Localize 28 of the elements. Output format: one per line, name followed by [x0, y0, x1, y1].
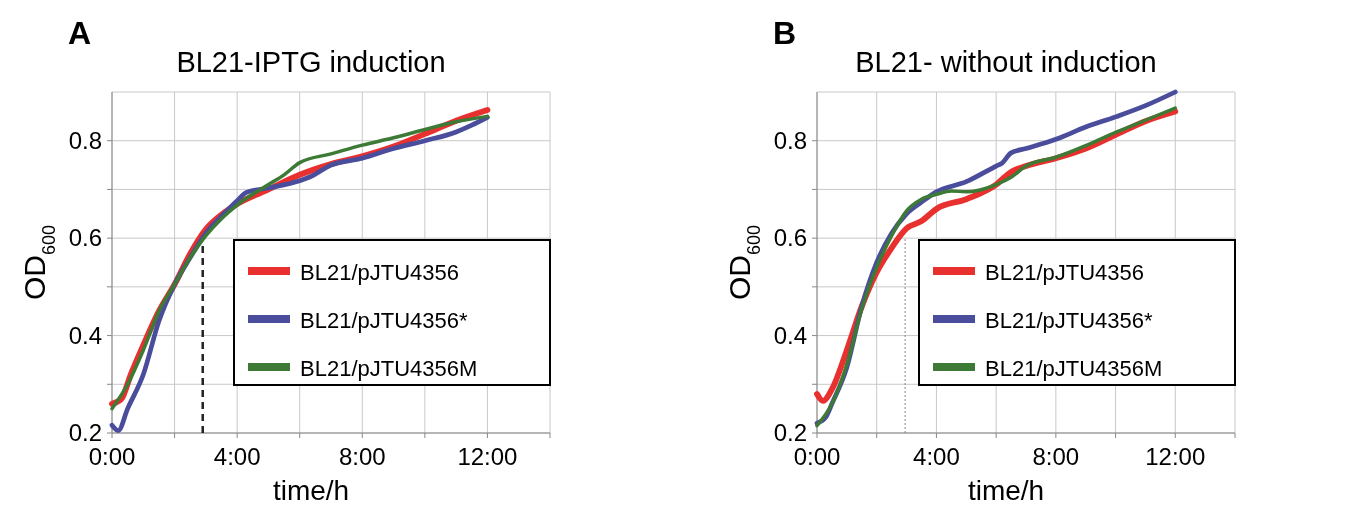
x-axis-title: time/h	[967, 475, 1045, 506]
y-tick-label: 0.4	[68, 321, 102, 349]
x-tick-label: 0:00	[793, 443, 841, 470]
x-tick-label: 4:00	[213, 443, 261, 470]
chart-title: BL21-IPTG induction	[176, 46, 446, 78]
x-tick-label: 8:00	[1032, 443, 1080, 470]
x-tick-label: 12:00	[457, 443, 518, 470]
legend-label: BL21/pJTU4356M	[300, 356, 478, 381]
legend-label: BL21/pJTU4356*	[985, 308, 1153, 333]
y-tick-label: 0.2	[68, 419, 102, 446]
legend-label: BL21/pJTU4356	[300, 260, 459, 285]
y-tick-label: 0.8	[773, 126, 807, 154]
y-tick-label: 0.6	[773, 224, 807, 252]
x-axis-title: time/h	[272, 475, 350, 506]
x-tick-label: 4:00	[913, 443, 960, 470]
chart-title: BL21- without induction	[855, 46, 1157, 78]
x-tick-label: 0:00	[88, 443, 136, 470]
legend-label: BL21/pJTU4356	[985, 260, 1144, 285]
x-tick-label: 8:00	[338, 443, 386, 470]
x-tick-label: 12:00	[1145, 443, 1206, 470]
legend-label: BL21/pJTU4356M	[985, 356, 1163, 381]
y-tick-label: 0.6	[68, 224, 102, 252]
text: B	[773, 15, 797, 51]
legend-label: BL21/pJTU4356*	[300, 308, 468, 333]
text: A	[68, 15, 92, 51]
y-tick-label: 0.8	[68, 126, 102, 154]
y-tick-label: 0.4	[773, 321, 807, 349]
y-tick-label: 0.2	[773, 419, 807, 446]
